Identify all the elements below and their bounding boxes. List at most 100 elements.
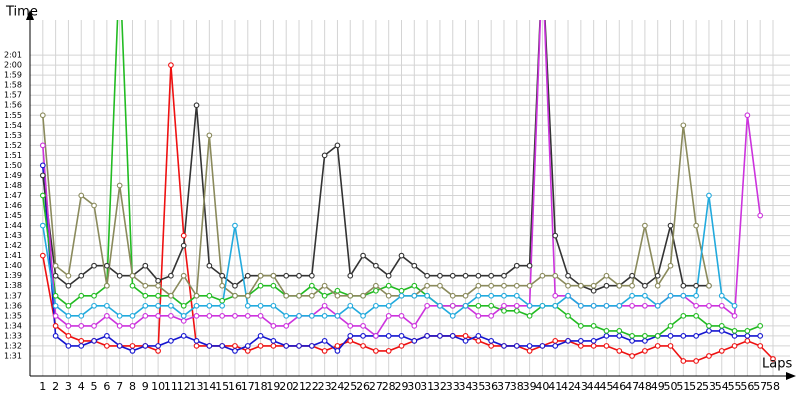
x-tick-label: 13	[190, 380, 204, 393]
data-point	[539, 302, 546, 309]
data-point	[321, 152, 328, 159]
data-point	[526, 343, 533, 349]
data-point	[257, 272, 264, 279]
data-point	[462, 292, 469, 299]
data-point	[334, 142, 341, 149]
data-point	[565, 312, 571, 319]
data-point	[52, 292, 59, 299]
data-point	[680, 122, 687, 129]
x-tick-label: 55	[728, 380, 742, 393]
data-point	[168, 302, 174, 309]
y-tick-label: 1:32	[4, 341, 22, 350]
data-point	[180, 333, 187, 339]
data-point	[39, 222, 46, 229]
data-point	[257, 282, 264, 289]
x-tick-label: 43	[574, 380, 588, 393]
data-point	[385, 272, 392, 279]
x-tick-label: 51	[676, 380, 690, 393]
data-point	[308, 282, 315, 289]
x-tick-label: 19	[266, 380, 280, 393]
x-tick-label: 40	[535, 380, 549, 393]
tick-labels: 1:311:321:331:341:351:361:371:381:391:40…	[4, 51, 780, 393]
x-tick-label: 37	[497, 380, 511, 393]
data-point	[308, 312, 315, 319]
data-point	[104, 302, 110, 309]
data-point	[180, 242, 187, 249]
data-point	[78, 338, 85, 344]
data-point	[706, 192, 712, 199]
data-point	[411, 292, 418, 299]
data-point	[731, 302, 738, 309]
x-tick-label: 34	[459, 380, 473, 393]
data-point	[52, 323, 59, 329]
data-point	[219, 297, 226, 304]
x-tick-label: 9	[142, 380, 149, 393]
data-point	[654, 282, 661, 289]
plot-area	[39, 20, 776, 364]
data-point	[155, 277, 161, 284]
data-point	[65, 343, 72, 349]
data-point	[385, 312, 392, 319]
x-tick-label: 20	[279, 380, 293, 393]
y-tick-label: 1:56	[4, 101, 22, 110]
x-tick-label: 6	[103, 380, 110, 393]
data-point	[449, 333, 456, 339]
data-point	[78, 192, 85, 199]
data-point	[321, 312, 328, 319]
data-point	[629, 292, 635, 299]
data-point	[232, 348, 238, 354]
data-point	[373, 282, 379, 289]
data-point	[142, 292, 149, 299]
data-point	[590, 282, 597, 289]
x-tick-label: 25	[343, 380, 357, 393]
data-point	[398, 287, 405, 294]
data-point	[142, 282, 149, 289]
x-tick-label: 5	[91, 380, 98, 393]
data-point	[91, 202, 97, 209]
y-tick-label: 1:59	[4, 71, 22, 80]
data-point	[206, 262, 213, 269]
data-point	[565, 292, 571, 299]
data-point	[39, 172, 46, 179]
x-tick-label: 42	[561, 380, 575, 393]
y-tick-label: 1:35	[4, 311, 22, 320]
data-point	[667, 292, 674, 299]
x-tick-label: 44	[587, 380, 601, 393]
y-tick-label: 1:54	[4, 121, 22, 130]
x-tick-label: 27	[369, 380, 383, 393]
data-point	[577, 282, 584, 289]
data-point	[552, 302, 559, 309]
data-point	[411, 262, 418, 269]
data-point	[385, 333, 392, 339]
data-point	[616, 348, 623, 354]
data-point	[603, 282, 610, 289]
data-point	[603, 272, 610, 279]
data-point	[360, 292, 366, 299]
data-point	[462, 338, 469, 344]
data-point	[693, 302, 699, 309]
y-tick-label: 1:31	[4, 351, 22, 360]
data-point	[757, 343, 764, 349]
x-tick-label: 45	[599, 380, 613, 393]
data-point	[283, 272, 290, 279]
data-point	[78, 343, 85, 349]
data-point	[757, 323, 764, 329]
data-point	[334, 348, 341, 354]
y-tick-label: 1:51	[4, 151, 22, 160]
data-point	[526, 302, 533, 309]
data-point	[91, 302, 97, 309]
data-point	[590, 302, 597, 309]
data-point	[642, 333, 648, 339]
data-point	[270, 282, 277, 289]
data-point	[398, 252, 405, 259]
y-tick-label: 1:57	[4, 91, 22, 100]
data-point	[642, 302, 648, 309]
y-tick-label: 1:44	[4, 221, 22, 230]
data-point	[168, 272, 174, 279]
data-point	[373, 302, 379, 309]
data-point	[590, 323, 597, 329]
data-point	[667, 333, 674, 339]
x-tick-label: 30	[407, 380, 421, 393]
